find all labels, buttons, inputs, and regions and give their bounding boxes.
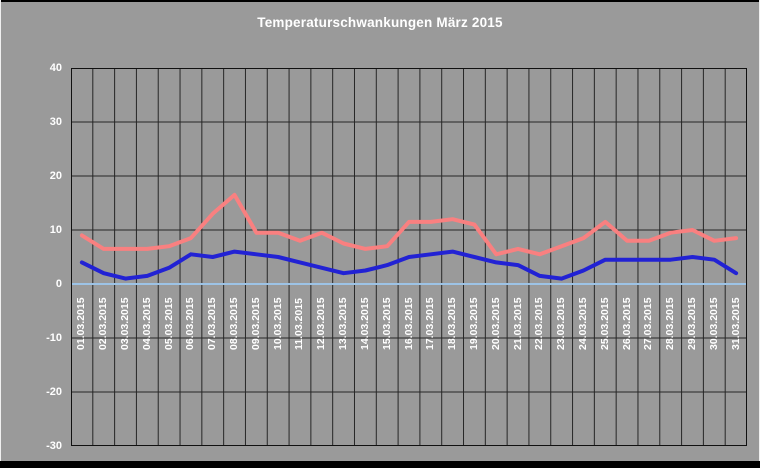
x-axis-label: 14.03.2015 (358, 297, 371, 350)
y-axis-label: 40 (49, 62, 62, 74)
x-axis-label: 26.03.2015 (620, 297, 633, 350)
x-axis-label: 16.03.2015 (402, 297, 415, 350)
y-axis-label: 30 (49, 116, 62, 128)
x-axis-label: 23.03.2015 (555, 297, 568, 350)
x-axis-label: 09.03.2015 (249, 297, 262, 350)
y-axis-label: 20 (49, 170, 62, 182)
x-axis-label: 12.03.2015 (315, 297, 328, 350)
y-axis-label: -20 (46, 386, 62, 398)
x-axis-label: 20.03.2015 (489, 297, 502, 350)
y-axis-label: 10 (49, 224, 62, 236)
chart-title: Temperaturschwankungen März 2015 (257, 15, 503, 30)
x-axis-label: 10.03.2015 (271, 297, 284, 350)
x-axis-label: 11.03.2015 (293, 298, 306, 350)
window-left-border (0, 0, 1, 468)
x-axis-label: 19.03.2015 (467, 297, 480, 350)
y-axis-label: -10 (46, 332, 62, 344)
x-axis-label: 13.03.2015 (337, 297, 350, 350)
x-axis-label: 21.03.2015 (511, 297, 524, 350)
x-axis-label: 06.03.2015 (184, 297, 197, 350)
y-axis-label: -30 (46, 440, 62, 452)
x-axis-label: 30.03.2015 (707, 297, 720, 350)
series-red-line (79, 192, 739, 257)
x-axis-label: 28.03.2015 (664, 297, 677, 350)
window-bottom-border (0, 461, 760, 468)
plot-border (71, 68, 747, 446)
y-axis-label: 0 (55, 278, 62, 290)
x-axis-label: 24.03.2015 (576, 297, 589, 350)
series-blue-line (79, 249, 739, 281)
x-axis-label: 31.03.2015 (729, 297, 742, 350)
x-axis-label: 03.03.2015 (119, 297, 132, 350)
window-top-border (0, 0, 760, 2)
x-axis-label: 07.03.2015 (206, 297, 219, 350)
x-axis-label: 17.03.2015 (424, 297, 437, 350)
x-axis-label: 04.03.2015 (140, 297, 153, 350)
x-axis-label: 15.03.2015 (380, 297, 393, 350)
x-axis-label: 18.03.2015 (446, 297, 459, 350)
x-axis-label: 01.03.2015 (75, 297, 88, 350)
x-axis-label: 05.03.2015 (162, 297, 175, 350)
x-axis-label: 22.03.2015 (533, 297, 546, 350)
x-axis-label: 25.03.2015 (598, 297, 611, 350)
x-axis-label: 02.03.2015 (97, 297, 110, 350)
x-axis-label: 27.03.2015 (642, 297, 655, 350)
x-axis-label: 08.03.2015 (228, 297, 241, 350)
x-axis-label: 29.03.2015 (685, 297, 698, 350)
plot-area (71, 68, 747, 446)
